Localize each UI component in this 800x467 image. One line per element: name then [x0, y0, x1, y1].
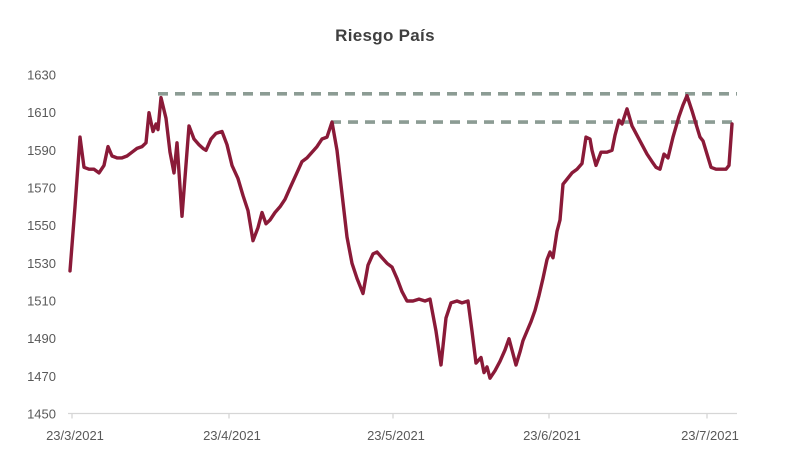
chart-title: Riesgo País	[335, 26, 435, 45]
y-axis-tick-label: 1550	[27, 218, 56, 233]
y-axis-tick-label: 1470	[27, 369, 56, 384]
x-axis-tick-label: 23/3/2021	[46, 428, 104, 443]
y-axis-tick-label: 1570	[27, 181, 56, 196]
y-axis-tick-label: 1590	[27, 143, 56, 158]
y-axis-tick-label: 1510	[27, 294, 56, 309]
y-axis-tick-label: 1490	[27, 331, 56, 346]
y-axis-tick-label: 1530	[27, 256, 56, 271]
series-line	[68, 93, 734, 380]
x-axis-tick-label: 23/6/2021	[523, 428, 581, 443]
x-axis-tick-label: 23/7/2021	[681, 428, 739, 443]
y-axis-tick-label: 1450	[27, 407, 56, 422]
x-axis-tick-label: 23/4/2021	[203, 428, 261, 443]
x-axis-tick-label: 23/5/2021	[367, 428, 425, 443]
y-axis-tick-label: 1610	[27, 105, 56, 120]
y-axis-tick-label: 1630	[27, 68, 56, 83]
